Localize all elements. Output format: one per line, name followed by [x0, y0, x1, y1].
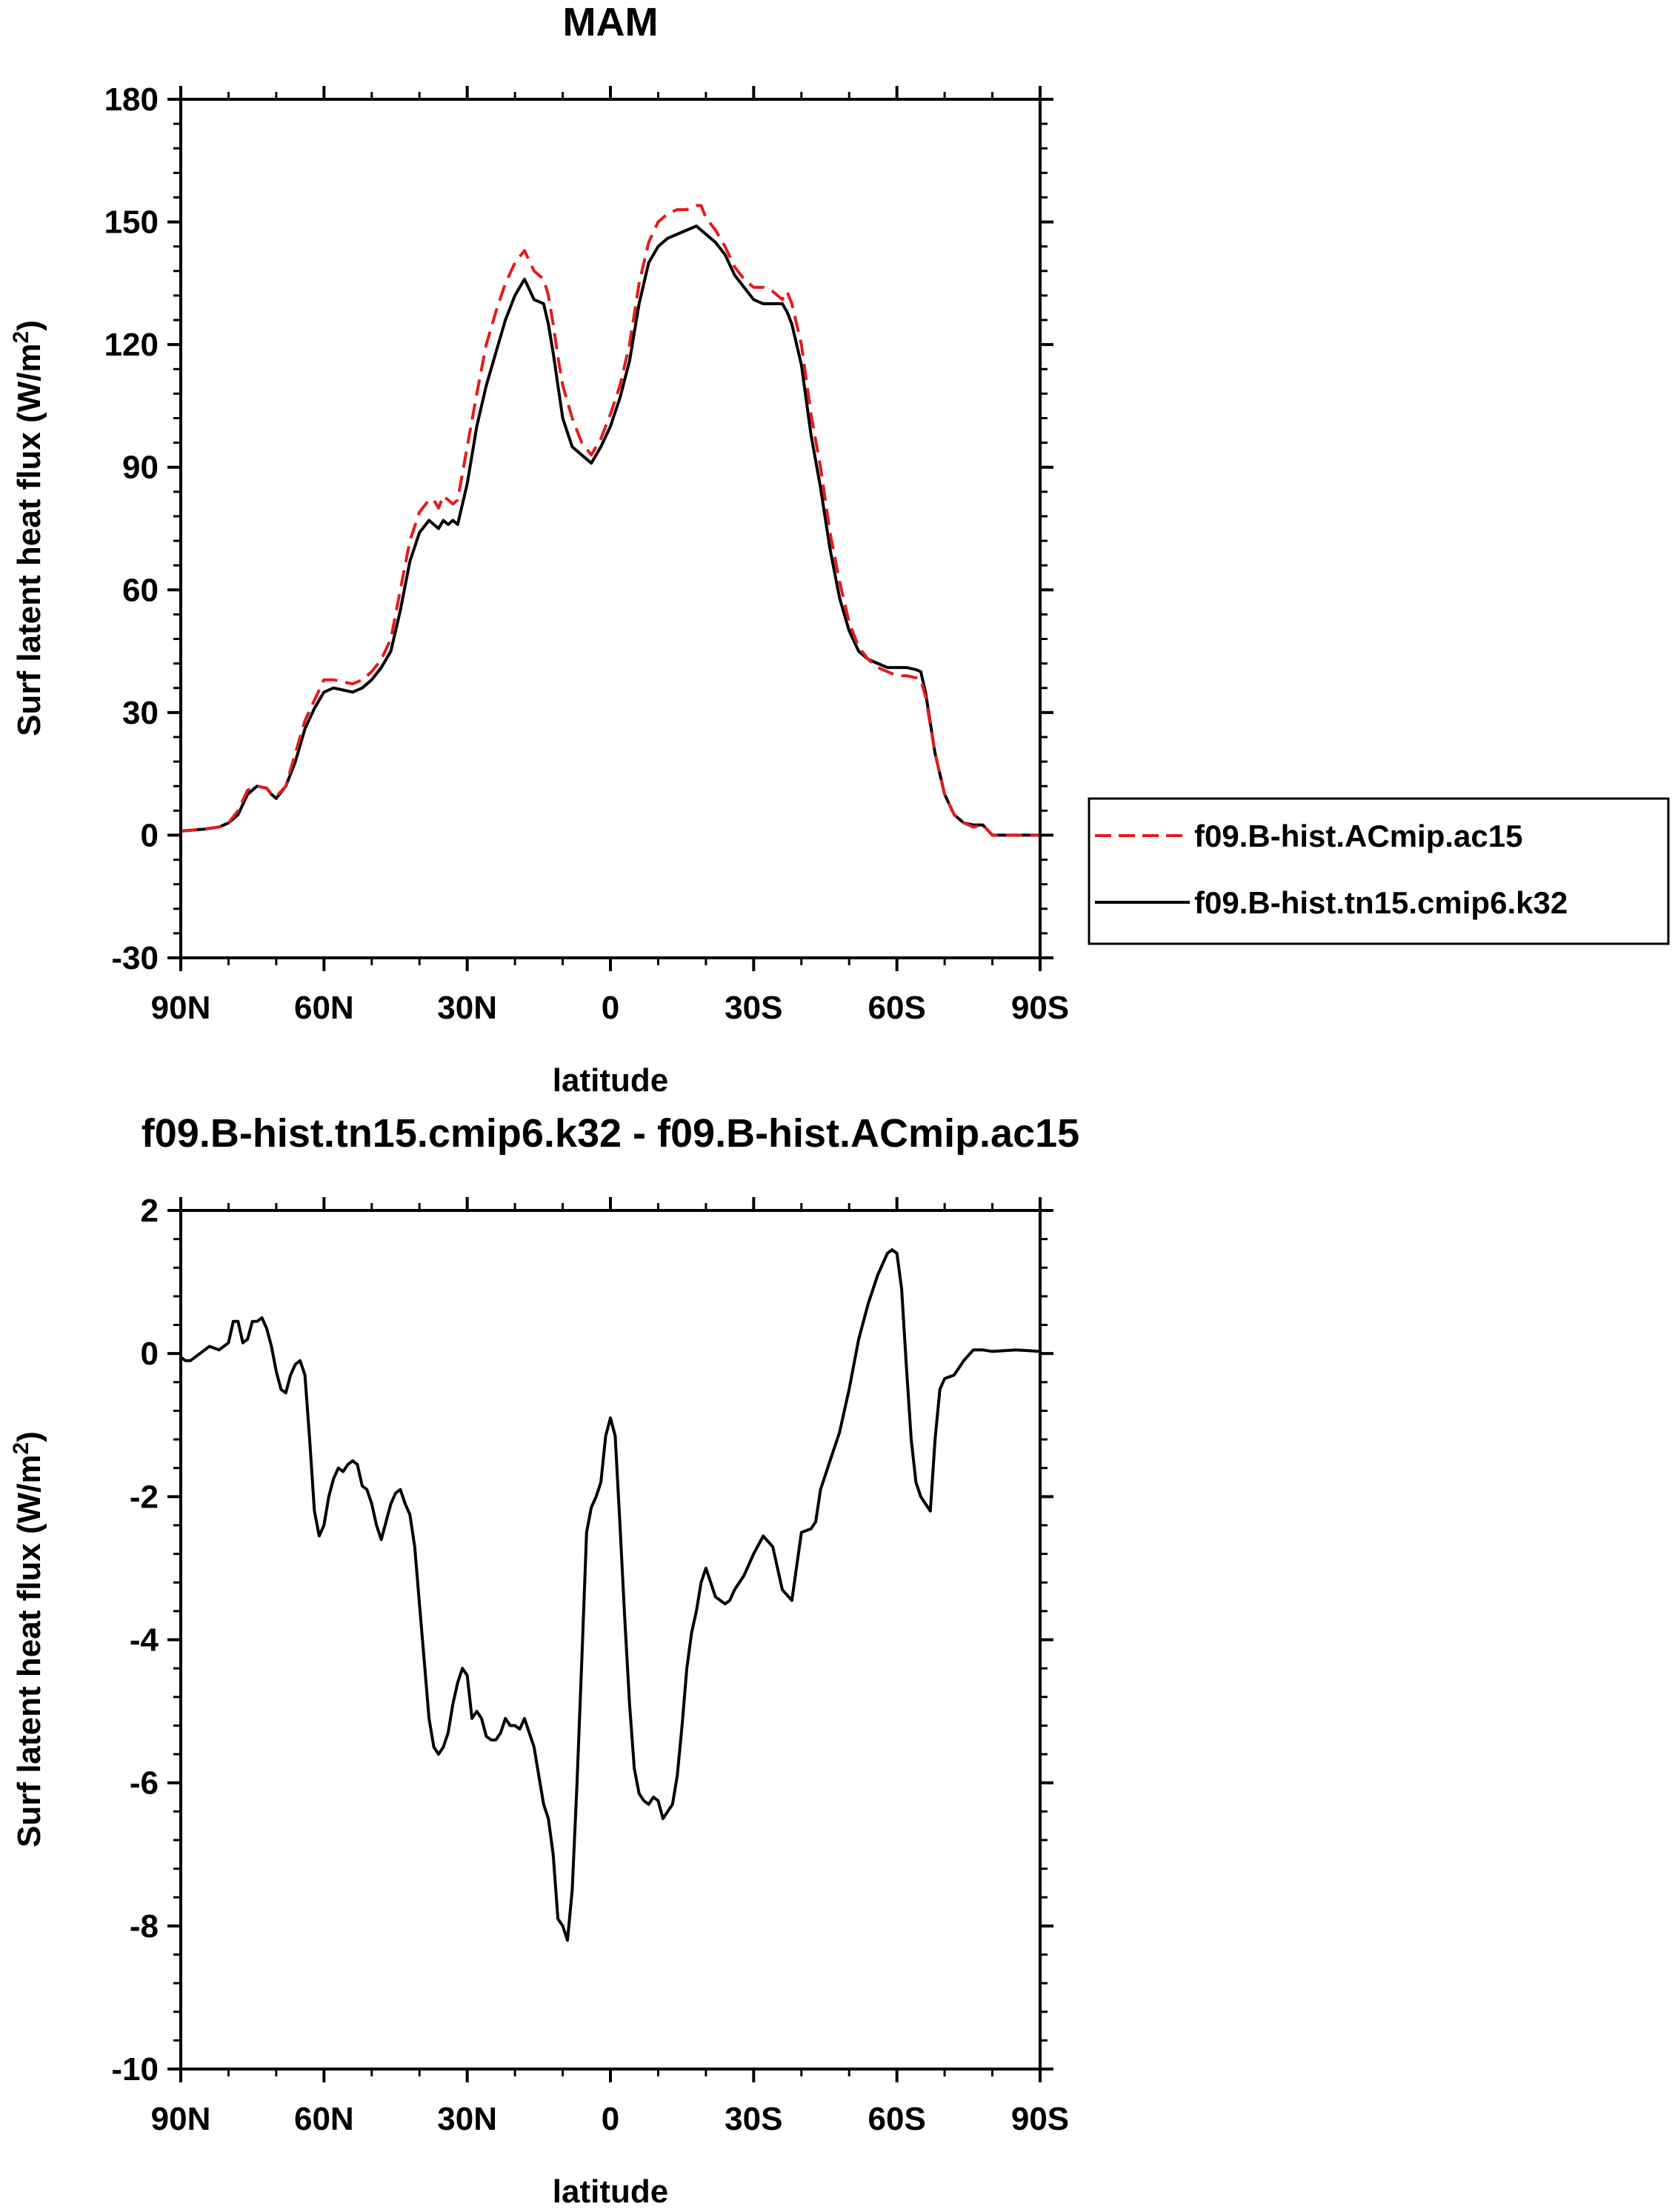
top-ytick-label: 150	[104, 204, 159, 241]
top-xtick-label: 60N	[294, 990, 354, 1026]
bottom-ytick-label: -8	[130, 1908, 159, 1945]
bottom-y-axis-label-text: Surf latent heat flux	[11, 1543, 47, 1848]
legend-label-ac15: f09.B-hist.ACmip.ac15	[1194, 819, 1522, 853]
bottom-ytick-label: 2	[141, 1193, 159, 1229]
top-plot-frame	[179, 98, 1042, 959]
top-xtick-labels: 90N 60N 30N 0 30S 60S 90S	[151, 990, 1070, 1026]
top-x-axis-label: latitude	[553, 1062, 668, 1099]
top-ytick-label: 30	[122, 695, 159, 731]
bottom-y-axis-label-units: (W/m	[11, 1454, 47, 1534]
top-xtick-label: 60S	[868, 990, 926, 1026]
bottom-x-axis-label: latitude	[553, 2173, 668, 2210]
top-y-axis-label-close: )	[11, 320, 47, 331]
top-ytick-label: 120	[104, 327, 159, 363]
top-y-axis-label: Surf latent heat flux (W/m2)	[9, 320, 47, 736]
bottom-ticks	[167, 1197, 1053, 2082]
bottom-xtick-labels: 90N 60N 30N 0 30S 60S 90S	[151, 2101, 1070, 2137]
top-xtick-label: 90N	[151, 990, 211, 1026]
bottom-ytick-label: -10	[111, 2051, 159, 2088]
legend-label-k32: f09.B-hist.tn15.cmip6.k32	[1194, 885, 1568, 920]
top-xtick-label: 30S	[725, 990, 782, 1026]
top-y-axis-label-units: (W/m	[11, 343, 47, 423]
bottom-ytick-labels: -10 -8 -6 -4 -2 0 2	[111, 1193, 159, 2088]
bottom-y-axis-label-sup: 2	[9, 1442, 33, 1455]
top-ytick-label: 180	[104, 81, 159, 118]
bottom-xtick-label: 60N	[294, 2101, 354, 2137]
top-ytick-label: 90	[122, 450, 159, 486]
bottom-chart-title: f09.B-hist.tn15.cmip6.k32 - f09.B-hist.A…	[141, 1111, 1079, 1156]
bottom-series	[179, 1248, 1042, 1942]
top-series	[179, 204, 1042, 837]
bottom-plot-frame	[179, 1209, 1042, 2071]
bottom-ytick-label: -4	[130, 1622, 159, 1659]
bottom-y-axis-label: Surf latent heat flux (W/m2)	[9, 1431, 47, 1848]
legend-box	[1088, 797, 1670, 945]
bottom-series-line-difference	[179, 1248, 1042, 1942]
bottom-xtick-label: 90S	[1011, 2101, 1069, 2137]
bottom-xtick-label: 30S	[725, 2101, 782, 2137]
top-xtick-label: 30N	[437, 990, 497, 1026]
legend: f09.B-hist.ACmip.ac15 f09.B-hist.tn15.cm…	[1088, 797, 1670, 945]
top-y-axis-label-text: Surf latent heat flux	[11, 432, 47, 736]
bottom-xtick-label: 90N	[151, 2101, 211, 2137]
top-panel: MAM -30 0 30 60 90 120 150 180 90N 60N 30N 0 30S 60S…	[9, 0, 1670, 1099]
top-xtick-label: 90S	[1011, 990, 1069, 1026]
top-y-axis-label-sup: 2	[9, 331, 33, 344]
bottom-ytick-label: 0	[141, 1336, 159, 1372]
bottom-ytick-label: -2	[130, 1479, 159, 1515]
top-series-line-f09-b-hist-tn15-cmip6-k32	[179, 224, 1042, 837]
top-ytick-label: -30	[111, 940, 159, 976]
top-ytick-label: 0	[141, 817, 159, 853]
top-chart-title: MAM	[563, 0, 659, 44]
bottom-xtick-label: 60S	[868, 2101, 926, 2137]
top-ticks	[167, 86, 1053, 971]
top-ytick-labels: -30 0 30 60 90 120 150 180	[104, 81, 159, 976]
top-ytick-label: 60	[122, 572, 159, 608]
bottom-xtick-label: 0	[602, 2101, 619, 2137]
top-xtick-label: 0	[602, 990, 619, 1026]
bottom-ytick-label: -6	[130, 1765, 159, 1802]
bottom-xtick-label: 30N	[437, 2101, 497, 2137]
top-series-line-f09-b-hist-acmip-ac15	[180, 204, 1040, 837]
bottom-panel: f09.B-hist.tn15.cmip6.k32 - f09.B-hist.A…	[9, 1111, 1079, 2210]
bottom-y-axis-label-close: )	[11, 1431, 47, 1442]
